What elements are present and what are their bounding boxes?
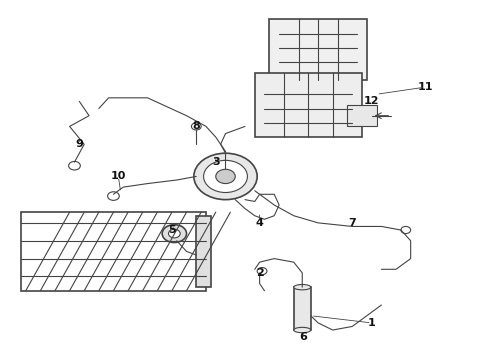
Circle shape (216, 169, 235, 184)
Text: 12: 12 (364, 96, 379, 107)
Text: 9: 9 (75, 139, 83, 149)
Circle shape (203, 160, 247, 193)
Bar (294, 287, 311, 330)
Text: 4: 4 (256, 218, 264, 228)
Ellipse shape (294, 327, 311, 333)
Text: 5: 5 (168, 225, 176, 235)
Text: 8: 8 (193, 121, 200, 131)
Text: 7: 7 (348, 218, 356, 228)
Text: 2: 2 (256, 268, 264, 278)
Text: 10: 10 (111, 171, 126, 181)
Circle shape (194, 153, 257, 200)
Bar (196, 216, 211, 287)
Circle shape (169, 229, 180, 238)
Bar (270, 19, 367, 80)
Text: 1: 1 (368, 318, 375, 328)
Circle shape (69, 161, 80, 170)
Circle shape (162, 225, 187, 243)
Text: 3: 3 (212, 157, 220, 167)
Text: 11: 11 (417, 82, 433, 92)
Bar (255, 73, 362, 137)
Circle shape (257, 267, 267, 275)
Circle shape (108, 192, 119, 201)
Ellipse shape (294, 284, 311, 290)
Bar (21, 212, 206, 291)
Bar (347, 105, 376, 126)
Circle shape (192, 123, 201, 130)
Circle shape (401, 226, 411, 234)
Text: 6: 6 (299, 332, 307, 342)
